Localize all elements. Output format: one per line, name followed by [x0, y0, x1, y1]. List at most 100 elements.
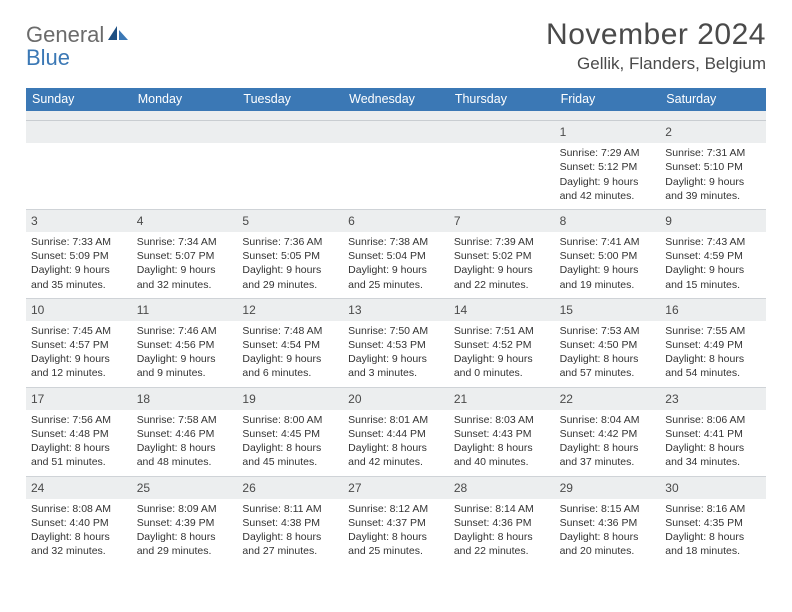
daylight-text: Daylight: 8 hours — [560, 352, 656, 366]
sunset-text: Sunset: 5:10 PM — [665, 160, 761, 174]
sunset-text: Sunset: 4:44 PM — [348, 427, 444, 441]
daylight-text: and 42 minutes. — [560, 189, 656, 203]
header-spacer — [26, 111, 766, 121]
sunset-text: Sunset: 4:49 PM — [665, 338, 761, 352]
daylight-text: and 25 minutes. — [348, 278, 444, 292]
week-row: 10Sunrise: 7:45 AMSunset: 4:57 PMDayligh… — [26, 298, 766, 387]
day-number: 25 — [132, 476, 238, 499]
day-cell: 8Sunrise: 7:41 AMSunset: 5:00 PMDaylight… — [555, 209, 661, 298]
sunrise-text: Sunrise: 7:53 AM — [560, 324, 656, 338]
sunset-text: Sunset: 5:05 PM — [242, 249, 338, 263]
daylight-text: and 20 minutes. — [560, 544, 656, 558]
weeks-container: 1Sunrise: 7:29 AMSunset: 5:12 PMDaylight… — [26, 121, 766, 564]
sunset-text: Sunset: 5:09 PM — [31, 249, 127, 263]
day-number: 16 — [660, 298, 766, 321]
calendar-page: General Blue November 2024 Gellik, Fland… — [0, 0, 792, 574]
day-number: 28 — [449, 476, 555, 499]
daylight-text: and 0 minutes. — [454, 366, 550, 380]
sunset-text: Sunset: 5:00 PM — [560, 249, 656, 263]
daylight-text: and 35 minutes. — [31, 278, 127, 292]
day-cell: 24Sunrise: 8:08 AMSunset: 4:40 PMDayligh… — [26, 476, 132, 565]
sunset-text: Sunset: 4:39 PM — [137, 516, 233, 530]
day-number: 29 — [555, 476, 661, 499]
daylight-text: Daylight: 8 hours — [348, 441, 444, 455]
month-title: November 2024 — [546, 18, 766, 52]
sunset-text: Sunset: 4:46 PM — [137, 427, 233, 441]
title-block: November 2024 Gellik, Flanders, Belgium — [546, 18, 766, 74]
daylight-text: and 57 minutes. — [560, 366, 656, 380]
daylight-text: and 45 minutes. — [242, 455, 338, 469]
day-cell: 11Sunrise: 7:46 AMSunset: 4:56 PMDayligh… — [132, 298, 238, 387]
day-header-tue: Tuesday — [237, 88, 343, 111]
sunset-text: Sunset: 4:37 PM — [348, 516, 444, 530]
sunset-text: Sunset: 4:53 PM — [348, 338, 444, 352]
sunset-text: Sunset: 4:48 PM — [31, 427, 127, 441]
daylight-text: and 6 minutes. — [242, 366, 338, 380]
day-cell: 23Sunrise: 8:06 AMSunset: 4:41 PMDayligh… — [660, 387, 766, 476]
daylight-text: and 27 minutes. — [242, 544, 338, 558]
sunset-text: Sunset: 4:42 PM — [560, 427, 656, 441]
day-number: 11 — [132, 298, 238, 321]
day-number: 22 — [555, 387, 661, 410]
sunrise-text: Sunrise: 7:29 AM — [560, 146, 656, 160]
day-number — [343, 121, 449, 143]
sunrise-text: Sunrise: 8:16 AM — [665, 502, 761, 516]
daylight-text: and 12 minutes. — [31, 366, 127, 380]
daylight-text: and 3 minutes. — [348, 366, 444, 380]
sunset-text: Sunset: 4:54 PM — [242, 338, 338, 352]
sunrise-text: Sunrise: 8:09 AM — [137, 502, 233, 516]
calendar: Sunday Monday Tuesday Wednesday Thursday… — [26, 88, 766, 564]
day-number: 30 — [660, 476, 766, 499]
day-number: 24 — [26, 476, 132, 499]
day-number: 26 — [237, 476, 343, 499]
sunset-text: Sunset: 4:36 PM — [560, 516, 656, 530]
day-number: 2 — [660, 121, 766, 143]
daylight-text: Daylight: 9 hours — [31, 352, 127, 366]
day-number: 21 — [449, 387, 555, 410]
day-cell: 15Sunrise: 7:53 AMSunset: 4:50 PMDayligh… — [555, 298, 661, 387]
daylight-text: and 19 minutes. — [560, 278, 656, 292]
day-number — [26, 121, 132, 143]
sunrise-text: Sunrise: 7:46 AM — [137, 324, 233, 338]
sunrise-text: Sunrise: 7:43 AM — [665, 235, 761, 249]
day-header-thu: Thursday — [449, 88, 555, 111]
day-number: 3 — [26, 209, 132, 232]
location: Gellik, Flanders, Belgium — [546, 54, 766, 74]
day-number: 18 — [132, 387, 238, 410]
day-cell: 5Sunrise: 7:36 AMSunset: 5:05 PMDaylight… — [237, 209, 343, 298]
sunset-text: Sunset: 4:52 PM — [454, 338, 550, 352]
daylight-text: Daylight: 8 hours — [665, 352, 761, 366]
daylight-text: and 54 minutes. — [665, 366, 761, 380]
daylight-text: Daylight: 8 hours — [665, 441, 761, 455]
week-row: 24Sunrise: 8:08 AMSunset: 4:40 PMDayligh… — [26, 476, 766, 565]
day-cell: 9Sunrise: 7:43 AMSunset: 4:59 PMDaylight… — [660, 209, 766, 298]
day-cell — [237, 121, 343, 209]
daylight-text: Daylight: 9 hours — [454, 263, 550, 277]
daylight-text: and 18 minutes. — [665, 544, 761, 558]
day-cell: 13Sunrise: 7:50 AMSunset: 4:53 PMDayligh… — [343, 298, 449, 387]
daylight-text: and 48 minutes. — [137, 455, 233, 469]
daylight-text: and 22 minutes. — [454, 278, 550, 292]
day-cell — [449, 121, 555, 209]
daylight-text: Daylight: 9 hours — [242, 263, 338, 277]
daylight-text: Daylight: 9 hours — [454, 352, 550, 366]
day-number: 1 — [555, 121, 661, 143]
day-cell: 6Sunrise: 7:38 AMSunset: 5:04 PMDaylight… — [343, 209, 449, 298]
day-cell — [132, 121, 238, 209]
day-number: 5 — [237, 209, 343, 232]
day-cell: 18Sunrise: 7:58 AMSunset: 4:46 PMDayligh… — [132, 387, 238, 476]
day-header-mon: Monday — [132, 88, 238, 111]
sunrise-text: Sunrise: 7:45 AM — [31, 324, 127, 338]
day-cell: 12Sunrise: 7:48 AMSunset: 4:54 PMDayligh… — [237, 298, 343, 387]
day-cell — [343, 121, 449, 209]
daylight-text: Daylight: 8 hours — [454, 441, 550, 455]
daylight-text: and 32 minutes. — [31, 544, 127, 558]
sunset-text: Sunset: 5:02 PM — [454, 249, 550, 263]
sunrise-text: Sunrise: 8:08 AM — [31, 502, 127, 516]
sunrise-text: Sunrise: 7:39 AM — [454, 235, 550, 249]
day-cell: 10Sunrise: 7:45 AMSunset: 4:57 PMDayligh… — [26, 298, 132, 387]
daylight-text: Daylight: 8 hours — [454, 530, 550, 544]
logo-sail-icon — [108, 26, 130, 42]
day-number: 13 — [343, 298, 449, 321]
daylight-text: Daylight: 9 hours — [348, 263, 444, 277]
